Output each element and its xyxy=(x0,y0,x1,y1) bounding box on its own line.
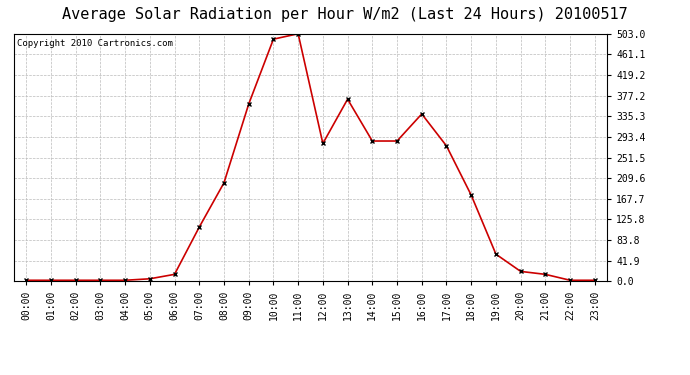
Text: Average Solar Radiation per Hour W/m2 (Last 24 Hours) 20100517: Average Solar Radiation per Hour W/m2 (L… xyxy=(62,8,628,22)
Text: Copyright 2010 Cartronics.com: Copyright 2010 Cartronics.com xyxy=(17,39,172,48)
